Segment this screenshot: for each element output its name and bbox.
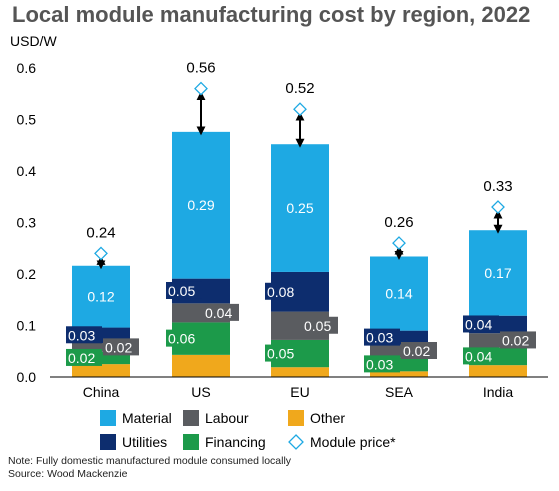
segment-label-bg [463,315,499,333]
bar-labour-china [72,343,130,352]
x-axis-ticks: China US EU SEA India [50,376,548,400]
segment-label-bg [166,281,202,299]
legend-label: Material [122,410,172,426]
y-tick-label: 0.6 [17,60,37,76]
module-price-marker [392,236,406,251]
bar-other-sea [370,371,428,377]
bar-other-china [72,364,130,377]
chart-title: Local module manufacturing cost by regio… [12,2,531,27]
bar-other-india [469,365,527,377]
segment-label-material: 0.25 [286,200,313,216]
module-price-label: 0.26 [384,214,413,231]
y-axis-ticks: 0.0 0.1 0.2 0.3 0.4 0.5 0.6 [17,60,37,385]
segment-label-bg [166,329,202,347]
legend-label: Utilities [122,434,167,450]
y-tick-label: 0.3 [17,215,37,231]
segment-label-utilities: 0.03 [68,327,95,343]
module-price-markers: 0.24 0.56 0.52 0.26 0.33 [86,60,513,270]
segment-label-financing: 0.03 [366,356,393,372]
legend-label: Labour [205,410,249,426]
bar-material-india [469,230,527,316]
segment-label-bg [463,347,499,365]
legend-label: Other [310,410,345,426]
segment-label-bg [103,338,139,356]
segment-label-bg [364,328,400,346]
segment-label-utilities: 0.08 [267,284,294,300]
y-tick-label: 0.4 [17,163,37,179]
module-price-marker [293,102,307,117]
bar-other-eu [271,367,329,377]
module-price-label: 0.56 [186,60,215,77]
legend-swatch [288,410,304,426]
segment-label-labour: 0.02 [403,343,430,359]
bar-material-us [172,131,230,279]
segment-label-bg [66,326,102,344]
segment-label-labour: 0.05 [304,318,331,334]
x-tick-label: SEA [385,384,414,400]
segment-label-bg [364,355,400,373]
segment-label-financing: 0.04 [465,348,492,364]
bar-material-sea [370,256,428,331]
segment-labels: 0.02 0.02 0.03 0.12 0.06 0.04 0.05 0.29 0.05 0.05… [66,197,536,373]
bar-material-eu [271,144,329,272]
segment-label-bg [500,331,536,349]
x-tick-label: EU [290,384,309,400]
legend: Material Labour Other Utilities Financing Mod… [100,410,396,450]
legend-swatch [183,410,199,426]
segment-label-labour: 0.04 [205,305,232,321]
segment-label-bg [401,341,437,359]
segment-label-financing: 0.05 [267,346,294,362]
segment-label-utilities: 0.03 [366,330,393,346]
bar-other-us [172,354,230,377]
segment-label-bg [265,344,301,362]
segment-label-material: 0.29 [187,197,214,213]
y-tick-label: 0.5 [17,112,37,128]
segment-label-bg [66,348,102,366]
segment-label-material: 0.12 [87,289,114,305]
source-text: Source: Wood Mackenzie [8,468,128,480]
x-tick-label: China [83,384,120,400]
legend-diamond [288,434,304,450]
y-tick-label: 0.1 [17,318,37,334]
module-price-label: 0.33 [483,178,512,195]
module-price-marker [194,81,208,96]
segment-label-utilities: 0.05 [168,283,195,299]
segment-label-labour: 0.02 [105,339,132,355]
stacked-bar-chart: USD/W 0.0 0.1 0.2 0.3 0.4 0.5 0.6 0.02 0.02 0.03… [10,33,548,450]
y-tick-label: 0.2 [17,266,37,282]
segment-label-labour: 0.02 [502,332,529,348]
segment-label-financing: 0.02 [68,350,95,366]
segment-label-financing: 0.06 [168,331,195,347]
segment-label-material: 0.14 [385,286,412,302]
legend-swatch [183,434,199,450]
segment-label-bg [302,316,338,334]
bar-stacks [72,131,527,377]
legend-swatch [100,434,116,450]
module-price-label: 0.24 [86,224,115,241]
legend-swatch [100,410,116,426]
footnotes: Note: Fully domestic manufactured module… [8,455,291,481]
module-price-label: 0.52 [285,80,314,97]
segment-label-utilities: 0.04 [465,316,492,332]
module-price-marker [491,200,505,214]
legend-label: Module price* [310,434,396,450]
legend-label: Financing [205,434,266,450]
x-tick-label: US [191,384,210,400]
segment-label-material: 0.17 [484,265,511,281]
y-axis-label: USD/W [10,33,57,49]
segment-label-bg [203,303,239,321]
y-tick-label: 0.0 [17,369,37,385]
note-text: Note: Fully domestic manufactured module… [8,455,292,467]
bar-material-china [72,265,130,328]
segment-label-bg [265,282,301,300]
x-tick-label: India [483,384,514,400]
module-price-marker [94,246,108,261]
